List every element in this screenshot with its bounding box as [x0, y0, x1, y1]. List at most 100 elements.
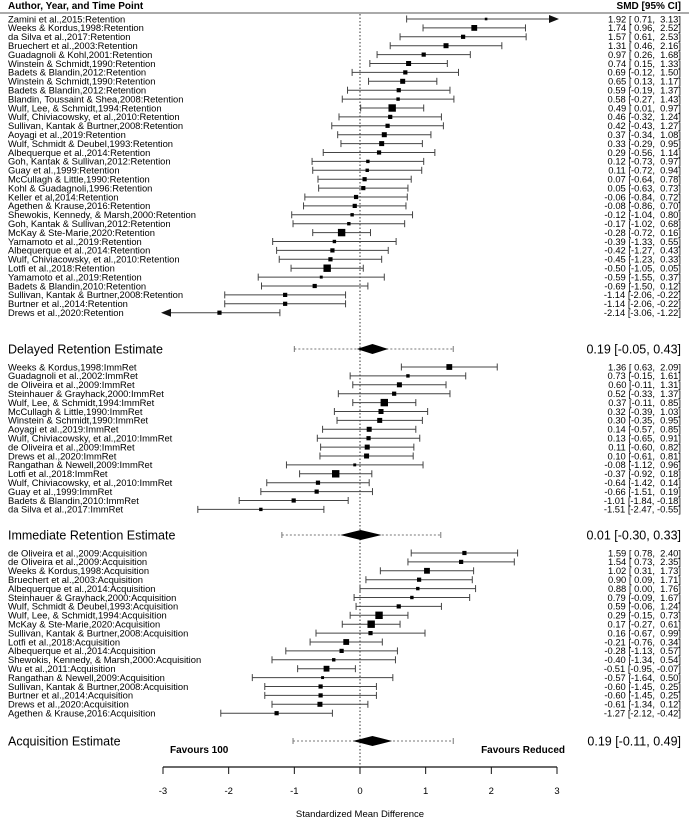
- study-row: Zamini et al.,2015:Retention 1.92 [ 0.71,…: [8, 13, 681, 24]
- favours-left-label: Favours 100: [170, 745, 229, 756]
- header-left: Author, Year, and Time Point: [8, 1, 144, 12]
- study-smd-ci: 1.31 [ 0.46, 2.16]: [608, 40, 681, 51]
- effect-square: [317, 701, 323, 707]
- effect-square: [328, 257, 333, 262]
- study-row: McKay & Ste-Marie,2020:Acquisition 0.17 […: [8, 619, 681, 630]
- study-smd-ci: 1.59 [ 0.78, 2.40]: [608, 547, 681, 558]
- study-row: Badets & Blandin,2010:ImmRet -1.01 [-1.84…: [8, 495, 681, 506]
- study-smd-ci: 0.10 [-0.61, 0.81]: [608, 450, 682, 461]
- x-tick-label: 3: [554, 786, 559, 797]
- x-tick-label: -1: [290, 786, 298, 797]
- effect-square: [350, 213, 354, 217]
- study-row: Wulf, Lee, & Schmidt,1994:Retention 0.49 …: [8, 102, 681, 113]
- effect-square: [283, 292, 288, 297]
- study-row: Burtner et al.,2014:Acquisition -0.60 [-1…: [8, 690, 681, 701]
- study-smd-ci: -1.01 [-1.84, -0.18]: [604, 495, 681, 506]
- effect-square: [364, 453, 370, 459]
- study-smd-ci: 0.29 [-0.56, 1.14]: [608, 147, 682, 158]
- effect-square: [352, 203, 357, 208]
- study-label: de Oliveira et al.,2009:Acquisition: [8, 547, 147, 558]
- effect-square: [379, 141, 385, 147]
- study-label: Guay et al.,1999:Retention: [8, 165, 120, 176]
- study-label: Bruechert et al.,2003:Acquisition: [8, 574, 143, 585]
- study-smd-ci: -0.39 [-1.33, 0.55]: [604, 236, 681, 247]
- study-smd-ci: 0.33 [-0.29, 0.95]: [608, 138, 682, 149]
- effect-square: [410, 595, 414, 600]
- effect-square: [381, 132, 387, 138]
- summary-estimates: Delayed Retention Estimate 0.19 [-0.05, 0…: [8, 343, 681, 749]
- study-smd-ci: 0.65 [ 0.13, 1.17]: [608, 76, 681, 87]
- header-right: SMD [95% CI]: [617, 1, 681, 12]
- study-smd-ci: 0.32 [-0.39, 1.03]: [608, 406, 682, 417]
- study-row: Wulf, Schmidt & Deubel,1993:Acquisition 0…: [8, 601, 681, 612]
- effect-square: [366, 426, 372, 432]
- study-row: Yamamoto et al.,2019:Retention -0.59 [-1.…: [8, 271, 681, 282]
- study-label: Lotfi et al.,2018:Retention: [8, 263, 115, 274]
- study-row: Aoyagi et al.,2019:ImmRet 0.14 [-0.57, 0.…: [8, 424, 681, 435]
- summary-estimate-row: Immediate Retention Estimate 0.01 [-0.30,…: [8, 529, 681, 543]
- study-smd-ci: -0.12 [-1.04, 0.80]: [604, 209, 681, 220]
- estimate-label: Immediate Retention Estimate: [8, 529, 175, 543]
- study-label: Winstein & Schmidt,1990:ImmRet: [8, 415, 149, 426]
- effect-square: [323, 264, 331, 272]
- effect-square: [462, 550, 467, 556]
- study-smd-ci: 0.60 [-0.11, 1.31]: [608, 379, 681, 390]
- study-smd-ci: -1.27 [-2.12, -0.42]: [604, 708, 681, 719]
- study-row: Guadagnoli & Kohl,2001:Retention 0.97 [ 0…: [8, 49, 681, 60]
- study-row: Steinhauer & Grayhack,2000:Acquisition 0.…: [8, 592, 681, 603]
- study-smd-ci: -0.37 [-0.92, 0.18]: [604, 468, 681, 479]
- study-smd-ci: -0.64 [-1.42, 0.14]: [604, 477, 681, 488]
- study-smd-ci: -0.69 [-1.50, 0.12]: [604, 280, 681, 291]
- study-row: Lotfi et al.,2018:Acquisition -0.21 [-0.7…: [8, 636, 681, 647]
- estimate-smd-ci: 0.19 [-0.05, 0.43]: [586, 343, 681, 357]
- effect-square: [274, 711, 279, 716]
- study-row: de Oliveira et al.,2009:Acquisition 1.54 …: [8, 556, 681, 567]
- study-label: Goh, Kantak & Sullivan,2012:Retention: [8, 156, 171, 167]
- study-row: de Oliveira et al.,2009:ImmRet 0.11 [-0.6…: [8, 441, 681, 452]
- study-label: Wu et al.,2011:Acquisition: [8, 663, 116, 674]
- effect-square: [337, 228, 346, 237]
- study-smd-ci: 0.37 [-0.34, 1.08]: [608, 129, 682, 140]
- effect-square: [366, 159, 370, 164]
- study-label: Drews et al.,2020:Retention: [8, 307, 124, 318]
- study-row: Shewokis, Kennedy, & Marsh,2000:Retentio…: [8, 209, 681, 220]
- effect-square: [396, 604, 401, 609]
- effect-square: [323, 665, 330, 672]
- summary-estimate-row: Acquisition Estimate 0.19 [-0.11, 0.49]: [8, 735, 681, 749]
- study-row: Sullivan, Kantak & Burtner,2008:Acquisit…: [8, 627, 681, 638]
- study-label: Guadagnoli & Kohl,2001:Retention: [8, 49, 152, 60]
- estimate-label: Acquisition Estimate: [8, 735, 121, 749]
- study-row: Winstein & Schmidt,1990:ImmRet 0.30 [-0.3…: [8, 415, 681, 426]
- study-smd-ci: -1.51 [-2.47, -0.55]: [604, 504, 681, 515]
- study-label: Guay et al.,1999:ImmRet: [8, 486, 113, 497]
- effect-square: [318, 684, 323, 689]
- study-row: Sullivan, Kantak & Burtner,2008:Retentio…: [8, 120, 681, 131]
- study-smd-ci: 0.16 [-0.67, 0.99]: [608, 627, 682, 638]
- study-label: Albequerque et al.,2014:Retention: [8, 245, 150, 256]
- study-label: Wulf, Chiviacowsky, et al.,2010:Retentio…: [8, 111, 180, 122]
- study-smd-ci: 1.92 [ 0.71, 3.13]: [608, 13, 681, 24]
- effect-square: [406, 61, 412, 66]
- estimate-smd-ci: 0.01 [-0.30, 0.33]: [586, 529, 681, 543]
- study-smd-ci: -0.08 [-0.86, 0.70]: [604, 200, 681, 211]
- study-row: Albequerque et al.,2014:Retention 0.29 [-…: [8, 147, 681, 158]
- estimate-label: Delayed Retention Estimate: [8, 343, 163, 357]
- study-smd-ci: 0.11 [-0.72, 0.94]: [608, 165, 681, 176]
- study-label: Albequerque et al.,2014:Acquisition: [8, 645, 156, 656]
- effect-square: [353, 194, 359, 200]
- study-row: Weeks & Kordus,1998:ImmRet 1.36 [ 0.63, 2…: [8, 361, 681, 372]
- study-smd-ci: 0.29 [-0.15, 0.73]: [608, 610, 682, 621]
- study-smd-ci: 0.52 [-0.33, 1.37]: [608, 388, 682, 399]
- study-label: McCullagh & Little,1990:Retention: [8, 174, 150, 185]
- effect-square: [347, 222, 351, 226]
- study-row: Drews et al.,2020:Retention -2.14 [-3.06,…: [8, 307, 681, 318]
- effect-square: [396, 382, 402, 388]
- study-label: Drews et al.,2020:ImmRet: [8, 450, 117, 461]
- study-smd-ci: -0.21 [-0.76, 0.34]: [604, 636, 681, 647]
- effect-square: [471, 25, 478, 31]
- study-row: Agethen & Krause,2016:Acquisition -1.27 […: [8, 708, 681, 719]
- study-smd-ci: 0.74 [ 0.15, 1.33]: [608, 58, 681, 69]
- effect-square: [375, 611, 383, 619]
- study-row: Sullivan, Kantak & Burtner,2008:Retentio…: [8, 289, 681, 300]
